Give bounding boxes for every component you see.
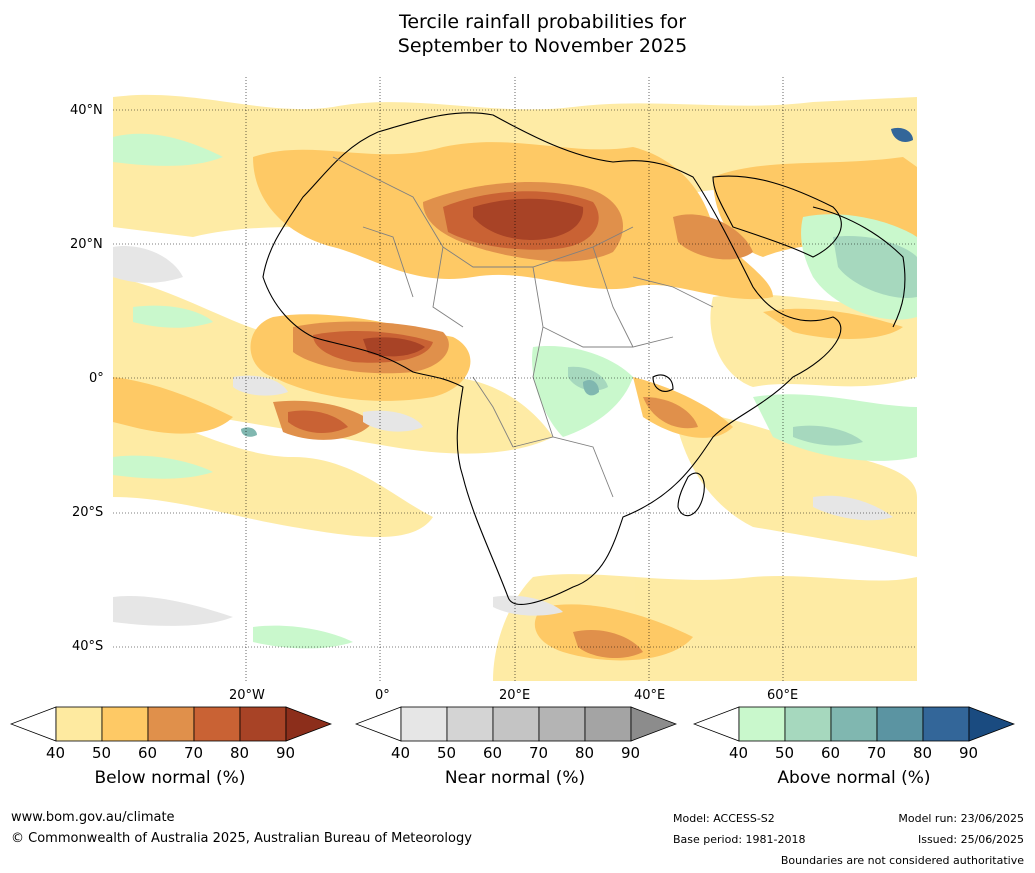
above-normal-areas — [113, 127, 917, 649]
colorbar-segment — [492, 706, 540, 742]
title-line-2: September to November 2025 — [397, 35, 688, 57]
base-period: Base period: 1981-2018 — [673, 833, 806, 846]
colorbar-tick-label: 50 — [437, 744, 457, 762]
near-normal-label: Near normal (%) — [444, 768, 586, 788]
lon-label-20w: 20°W — [229, 688, 265, 703]
colorbar-extend-low — [693, 706, 740, 742]
colorbar-tick-label: 60 — [138, 744, 158, 762]
lon-label-40e: 40°E — [634, 688, 666, 703]
colorbar-extend-low — [355, 706, 402, 742]
colorbar-segment — [876, 706, 924, 742]
near-normal-areas — [113, 246, 893, 626]
title-line-1: Tercile rainfall probabilities for — [398, 11, 687, 33]
colorbar-tick-label: 40 — [46, 744, 66, 762]
lat-label-40n: 40°N — [70, 103, 103, 118]
model-run-date: Model run: 23/06/2025 — [898, 812, 1024, 825]
colorbar-extend-low — [10, 706, 57, 742]
colorbar-segment — [738, 706, 786, 742]
colorbar-segment — [922, 706, 970, 742]
colorbar-segment — [400, 706, 448, 742]
website-link[interactable]: www.bom.gov.au/climate — [11, 810, 175, 825]
below-normal-label: Below normal (%) — [94, 768, 246, 788]
colorbar-segment — [538, 706, 586, 742]
lon-label-60e: 60°E — [767, 688, 799, 703]
probability-map — [113, 77, 917, 681]
colorbar-extend-high — [285, 706, 332, 742]
above-normal-colorbar — [693, 706, 1015, 742]
colorbar-tick-label: 80 — [230, 744, 250, 762]
below-normal-colorbar — [10, 706, 332, 742]
political-boundaries — [332, 156, 714, 498]
colorbar-tick-label: 90 — [621, 744, 641, 762]
graticule — [113, 77, 917, 681]
lat-label-20s: 20°S — [72, 505, 104, 520]
model-name: Model: ACCESS-S2 — [673, 812, 775, 825]
lon-label-20e: 20°E — [499, 688, 531, 703]
colorbar-segment — [101, 706, 149, 742]
colorbar-segment — [446, 706, 494, 742]
colorbar-tick-label: 70 — [184, 744, 204, 762]
colorbar-tick-label: 80 — [575, 744, 595, 762]
colorbar-segment — [830, 706, 878, 742]
lat-label-40s: 40°S — [72, 639, 104, 654]
colorbar-tick-label: 60 — [821, 744, 841, 762]
map-title: Tercile rainfall probabilities for Septe… — [0, 10, 1035, 58]
lat-label-20n: 20°N — [70, 237, 103, 252]
colorbar-segment — [55, 706, 103, 742]
colorbar-segment — [193, 706, 241, 742]
boundaries-disclaimer: Boundaries are not considered authoritat… — [780, 854, 1024, 867]
colorbar-extend-high — [968, 706, 1015, 742]
lat-label-equator: 0° — [89, 371, 104, 386]
issued-date: Issued: 25/06/2025 — [917, 833, 1024, 846]
colorbar-tick-label: 90 — [959, 744, 979, 762]
colorbar-tick-label: 50 — [775, 744, 795, 762]
below-normal-80-90-areas — [363, 198, 584, 357]
colorbar-extend-high — [630, 706, 677, 742]
colorbar-tick-label: 90 — [276, 744, 296, 762]
colorbar-segment — [239, 706, 287, 742]
colorbar-tick-label: 70 — [529, 744, 549, 762]
colorbar-tick-label: 70 — [867, 744, 887, 762]
colorbar-tick-label: 40 — [391, 744, 411, 762]
colorbar-tick-label: 40 — [729, 744, 749, 762]
colorbar-segment — [147, 706, 195, 742]
colorbar-tick-label: 60 — [483, 744, 503, 762]
above-normal-label: Above normal (%) — [777, 768, 931, 788]
colorbar-tick-label: 80 — [913, 744, 933, 762]
coastlines — [262, 112, 906, 605]
colorbar-segment — [784, 706, 832, 742]
copyright-text: © Commonwealth of Australia 2025, Austra… — [11, 831, 472, 846]
colorbar-tick-label: 50 — [92, 744, 112, 762]
near-normal-colorbar — [355, 706, 677, 742]
lon-label-0: 0° — [375, 688, 390, 703]
colorbar-segment — [584, 706, 632, 742]
